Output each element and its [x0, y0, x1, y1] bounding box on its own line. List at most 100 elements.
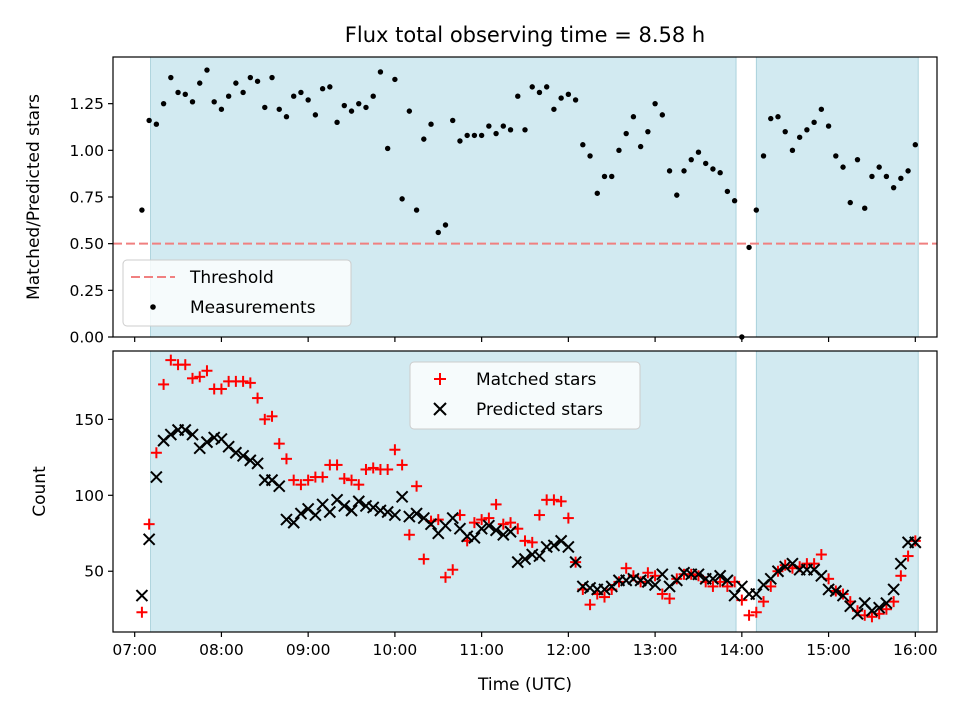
ratio-point [204, 67, 210, 73]
matched-star-point [179, 359, 191, 371]
ratio-point [580, 142, 586, 148]
ratio-point [254, 78, 261, 84]
predicted-star-point [598, 583, 611, 596]
ratio-point [522, 127, 528, 133]
matched-star-point [389, 444, 401, 456]
y-tick-label: 1.25 [69, 95, 104, 113]
predicted-star-point [142, 533, 156, 546]
ratio-point [160, 100, 167, 107]
ratio-y-axis-label: Matched/Predicted stars [24, 94, 44, 300]
y-tick-label: 100 [74, 487, 104, 505]
ratio-point [291, 93, 297, 99]
predicted-star-point [648, 578, 662, 592]
legend-threshold-label: Threshold [189, 268, 274, 288]
count-x-ticks: 07:00 08:00 09:00 10:00 11:00 12:00 13:00 14:00… [112, 632, 938, 659]
predicted-star-point [851, 607, 864, 620]
ratio-point [558, 95, 564, 101]
ratio-point [601, 173, 608, 180]
predicted-star-point [179, 423, 192, 437]
matched-star-point [707, 580, 719, 592]
matched-star-point [360, 463, 372, 475]
predicted-star-point [547, 539, 561, 552]
matched-star-point [158, 378, 170, 390]
predicted-star-point [721, 574, 734, 587]
ratio-y-ticks: 0.00 0.25 0.50 0.75 1.00 1.25 [69, 95, 113, 347]
ratio-point [782, 128, 788, 135]
predicted-star-point [706, 572, 720, 586]
matched-star-point [468, 517, 480, 529]
predicted-star-point [294, 507, 308, 520]
predicted-star-point [229, 446, 243, 459]
predicted-star-point [497, 528, 510, 541]
predicted-star-point [388, 508, 402, 522]
matched-star-point [280, 453, 292, 465]
predicted-star-point [641, 575, 655, 589]
ratio-point [197, 80, 203, 86]
x-tick-label: 13:00 [633, 641, 678, 659]
matched-star-point [808, 558, 820, 570]
predicted-star-point [489, 524, 503, 537]
matched-star-point [642, 567, 654, 579]
ratio-point [464, 132, 470, 139]
ratio-point [630, 114, 637, 120]
matched-star-point [194, 371, 206, 383]
predicted-star-point [511, 555, 524, 569]
matched-star-point [620, 562, 632, 574]
predicted-star-point [865, 604, 879, 617]
ratio-point [457, 138, 463, 144]
ratio-point [406, 108, 413, 114]
predicted-star-point [750, 587, 763, 601]
observing-window-span [755, 350, 919, 633]
x-tick-label: 08:00 [199, 641, 244, 659]
ratio-point [283, 114, 290, 120]
ratio-point [666, 168, 673, 174]
ratio-point [789, 147, 796, 154]
legend-x-marker [433, 402, 447, 416]
ratio-point [876, 164, 882, 170]
predicted-star-point [410, 507, 423, 520]
predicted-star-point [771, 565, 785, 578]
ratio-point [609, 173, 615, 180]
ratio-point [637, 143, 644, 150]
ratio-point [724, 188, 731, 195]
matched-star-point [150, 447, 162, 459]
matched-star-point [244, 377, 256, 389]
ratio-point [768, 115, 774, 122]
ratio-point [305, 97, 311, 103]
ratio-point [775, 114, 781, 120]
x-tick-label: 10:00 [373, 641, 418, 659]
y-tick-label: 50 [84, 563, 104, 581]
predicted-star-point [287, 516, 300, 529]
matched-star-point [490, 498, 502, 510]
y-tick-label: 150 [74, 411, 104, 429]
matched-star-point [880, 603, 892, 615]
ratio-point [146, 117, 152, 124]
count-legend-box [409, 361, 641, 430]
ratio-point [818, 106, 825, 112]
y-tick-label: 0.25 [69, 282, 104, 300]
matched-star-point [562, 512, 574, 524]
predicted-star-point [424, 517, 438, 531]
matched-star-point [143, 518, 155, 530]
ratio-point [616, 147, 622, 154]
predicted-star-point [909, 536, 922, 549]
ratio-point [753, 207, 759, 213]
ratio-point [478, 132, 485, 139]
ratio-point [225, 93, 232, 99]
matched-star-point [815, 549, 827, 561]
predicted-star-point [164, 428, 178, 441]
predicted-star-point [713, 569, 727, 583]
ratio-point [760, 153, 767, 159]
x-tick-label: 16:00 [893, 641, 938, 659]
ratio-point [428, 121, 434, 127]
predicted-star-point [403, 510, 416, 523]
ratio-point [536, 89, 543, 96]
ratio-point [840, 164, 846, 170]
ratio-point [811, 119, 817, 126]
ratio-point [688, 156, 694, 163]
matched-star-point [295, 479, 307, 491]
matched-star-point [288, 474, 300, 486]
ratio-point [500, 123, 507, 129]
legend-plus-marker [434, 373, 446, 385]
